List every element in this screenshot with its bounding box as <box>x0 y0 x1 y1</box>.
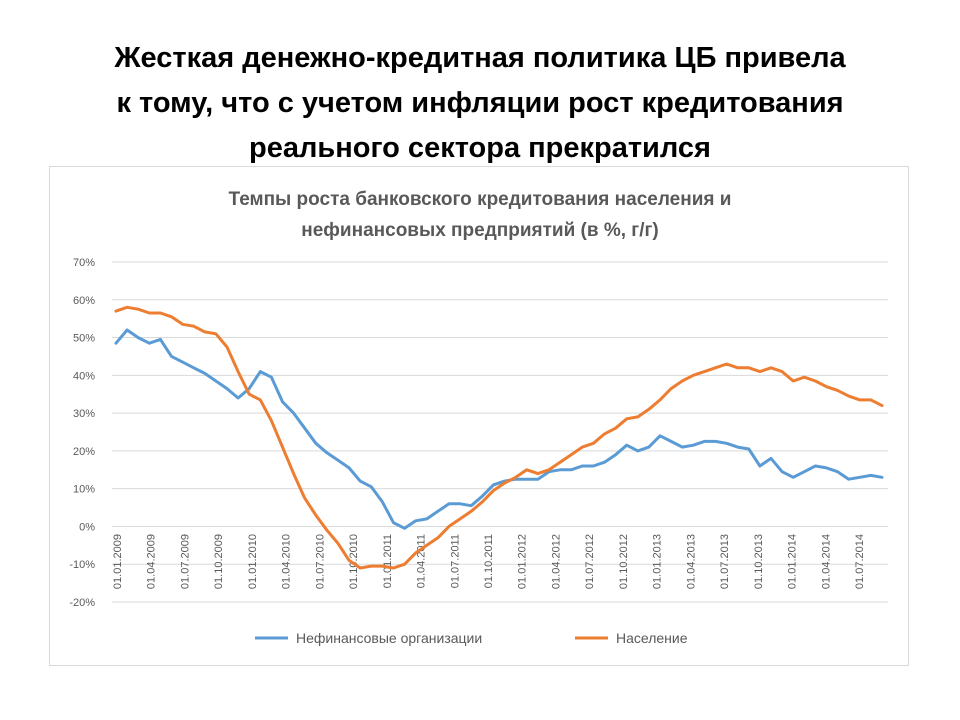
x-tick-label: 01.07.2014 <box>854 534 866 589</box>
x-tick-label: 01.10.2009 <box>213 534 225 589</box>
y-tick-label: 30% <box>73 408 95 420</box>
x-tick-label: 01.04.2014 <box>820 534 832 589</box>
x-tick-label: 01.04.2013 <box>685 534 697 589</box>
chart-title-line-2: нефинансовых предприятий (в %, г/г) <box>301 220 659 241</box>
x-tick-label: 01.01.2010 <box>247 534 259 589</box>
slide-title-line-3: реального сектора прекратился <box>249 132 711 164</box>
y-tick-label: 10% <box>73 484 95 496</box>
chart-title-line-1: Темпы роста банковского кредитования нас… <box>228 189 732 210</box>
y-tick-label: -20% <box>69 597 95 609</box>
x-tick-label: 01.10.2013 <box>753 534 765 589</box>
y-tick-label: 0% <box>79 521 95 533</box>
y-tick-label: 20% <box>73 446 95 458</box>
x-tick-label: 01.07.2009 <box>179 534 191 589</box>
legend-label-2: Население <box>616 630 688 646</box>
x-tick-label: 01.10.2011 <box>483 534 495 588</box>
chart-frame <box>49 166 909 666</box>
slide-title: Жесткая денежно-кредитная политика ЦБ пр… <box>40 36 920 171</box>
slide-title-line-2: к тому, что с учетом инфляции рост креди… <box>116 87 844 119</box>
x-tick-label: 01.04.2011 <box>416 534 428 588</box>
legend-label-1: Нефинансовые организации <box>296 630 482 646</box>
x-tick-label: 01.01.2009 <box>112 534 124 589</box>
x-tick-label: 01.01.2013 <box>652 534 664 589</box>
x-tick-label: 01.04.2012 <box>550 534 562 589</box>
x-tick-label: 01.01.2011 <box>382 534 394 588</box>
y-tick-label: 60% <box>73 295 95 307</box>
x-tick-label: 01.07.2011 <box>449 534 461 588</box>
y-tick-label: 40% <box>73 370 95 382</box>
x-tick-label: 01.01.2012 <box>517 534 529 589</box>
y-tick-label: 70% <box>73 257 95 269</box>
x-tick-label: 01.04.2009 <box>146 534 158 589</box>
x-tick-label: 01.10.2010 <box>348 534 360 589</box>
x-tick-label: 01.04.2010 <box>281 534 293 589</box>
chart-title: Темпы роста банковского кредитования нас… <box>0 184 960 246</box>
x-tick-label: 01.10.2012 <box>618 534 630 589</box>
x-tick-label: 01.07.2010 <box>314 534 326 589</box>
x-tick-label: 01.07.2012 <box>584 534 596 589</box>
x-tick-label: 01.01.2014 <box>787 534 799 589</box>
y-tick-label: -10% <box>69 559 95 571</box>
series-line-1 <box>114 328 884 530</box>
series-line-2 <box>114 305 884 570</box>
slide-title-line-1: Жесткая денежно-кредитная политика ЦБ пр… <box>114 42 846 74</box>
y-tick-label: 50% <box>73 333 95 345</box>
x-tick-label: 01.07.2013 <box>719 534 731 589</box>
